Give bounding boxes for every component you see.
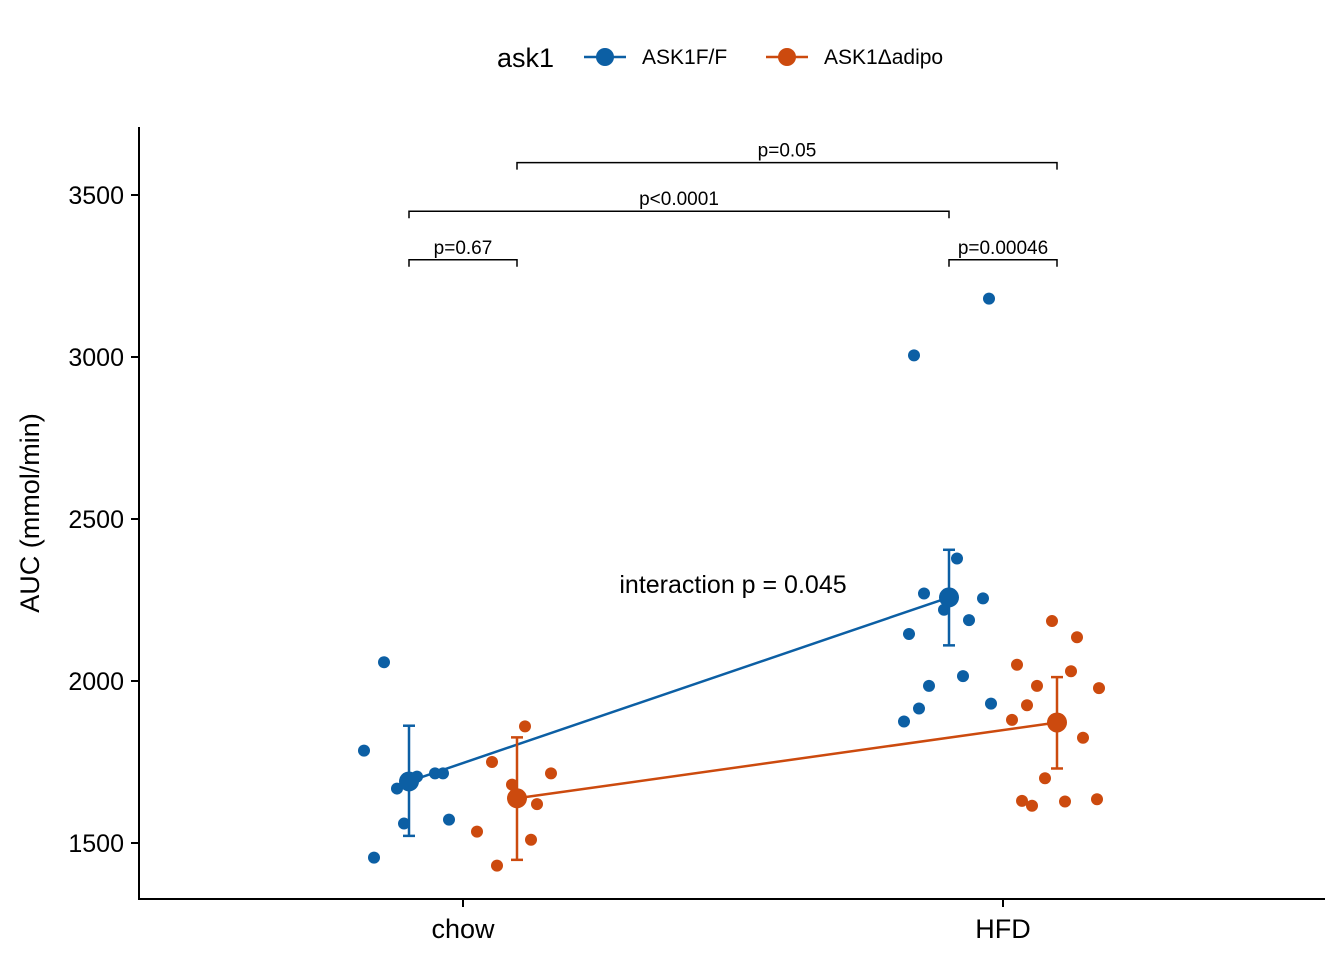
interaction-annotation: interaction p = 0.045 xyxy=(619,571,846,599)
data-point xyxy=(1006,713,1018,726)
data-point xyxy=(983,292,995,305)
x-tick-label: chow xyxy=(431,914,495,944)
data-point xyxy=(437,767,449,780)
data-point xyxy=(1071,631,1083,644)
data-point xyxy=(1059,795,1071,808)
bracket-line xyxy=(408,210,950,219)
mean-line xyxy=(516,721,1058,800)
mean-point xyxy=(399,771,419,792)
data-point xyxy=(1091,793,1103,806)
data-point xyxy=(898,715,910,728)
bracket-label: p=0.00046 xyxy=(958,238,1048,259)
data-point xyxy=(1093,682,1105,695)
y-tick-label: 1500 xyxy=(68,830,124,858)
data-point xyxy=(913,702,925,715)
data-point xyxy=(908,349,920,362)
legend-key-dot-ask1ff xyxy=(596,48,614,66)
data-point xyxy=(977,592,989,605)
y-ticks: 1500 2000 2500 3000 3500 xyxy=(68,182,139,858)
mean-ci-summaries xyxy=(399,548,1067,862)
bracket-label: p=0.05 xyxy=(758,141,817,162)
y-tick-label: 2000 xyxy=(68,668,124,696)
y-tick-label: 3500 xyxy=(68,182,124,210)
mean-point xyxy=(507,788,527,809)
mean-lines xyxy=(408,596,1058,800)
data-point xyxy=(1077,731,1089,744)
data-point xyxy=(903,628,915,641)
data-point xyxy=(1039,772,1051,785)
data-point xyxy=(918,587,930,600)
data-point xyxy=(1026,799,1038,812)
data-point xyxy=(963,614,975,627)
bracket-line xyxy=(516,161,1058,170)
data-point xyxy=(486,756,498,768)
data-point xyxy=(519,720,531,733)
data-point xyxy=(368,851,380,864)
data-point xyxy=(951,552,963,565)
significance-brackets: p=0.67 p=0.00046 p<0.0001 p=0.05 xyxy=(408,141,1058,267)
legend: ask1 ASK1F/F ASK1Δadipo xyxy=(497,43,943,73)
bracket-label: p<0.0001 xyxy=(639,189,719,210)
data-point xyxy=(957,670,969,683)
y-tick-label: 3000 xyxy=(68,344,124,372)
bracket-line xyxy=(948,259,1058,267)
data-point xyxy=(1065,665,1077,678)
bracket-label: p=0.67 xyxy=(434,238,493,259)
data-point xyxy=(525,833,537,846)
data-point xyxy=(398,817,410,830)
legend-label-ask1ff: ASK1F/F xyxy=(642,46,727,69)
mean-point xyxy=(1047,712,1067,733)
data-point xyxy=(923,679,935,692)
legend-title: ask1 xyxy=(497,43,554,73)
data-point xyxy=(471,825,483,838)
mean-point xyxy=(939,587,959,608)
data-point xyxy=(1046,615,1058,628)
data-point xyxy=(1031,679,1043,692)
data-points xyxy=(358,292,1105,872)
y-tick-label: 2500 xyxy=(68,506,124,534)
bracket-line xyxy=(408,259,518,267)
y-axis-label: AUC (mmol/min) xyxy=(15,413,45,613)
data-point xyxy=(545,767,557,780)
data-point xyxy=(443,813,455,826)
data-point xyxy=(506,778,518,791)
mean-line xyxy=(408,596,950,783)
data-point xyxy=(491,859,503,872)
data-point xyxy=(1011,658,1023,671)
data-point xyxy=(1021,699,1033,712)
x-ticks: chow HFD xyxy=(431,899,1031,944)
legend-label-ask1adipo: ASK1Δadipo xyxy=(824,46,943,69)
legend-key-dot-ask1adipo xyxy=(778,48,796,66)
x-tick-label: HFD xyxy=(975,914,1031,944)
data-point xyxy=(378,656,390,669)
data-point xyxy=(531,798,543,811)
data-point xyxy=(985,697,997,710)
axes: 1500 2000 2500 3000 3500 chow HFD AUC (mmol/m… xyxy=(15,127,1325,944)
data-point xyxy=(1016,794,1028,807)
data-point xyxy=(358,744,370,757)
